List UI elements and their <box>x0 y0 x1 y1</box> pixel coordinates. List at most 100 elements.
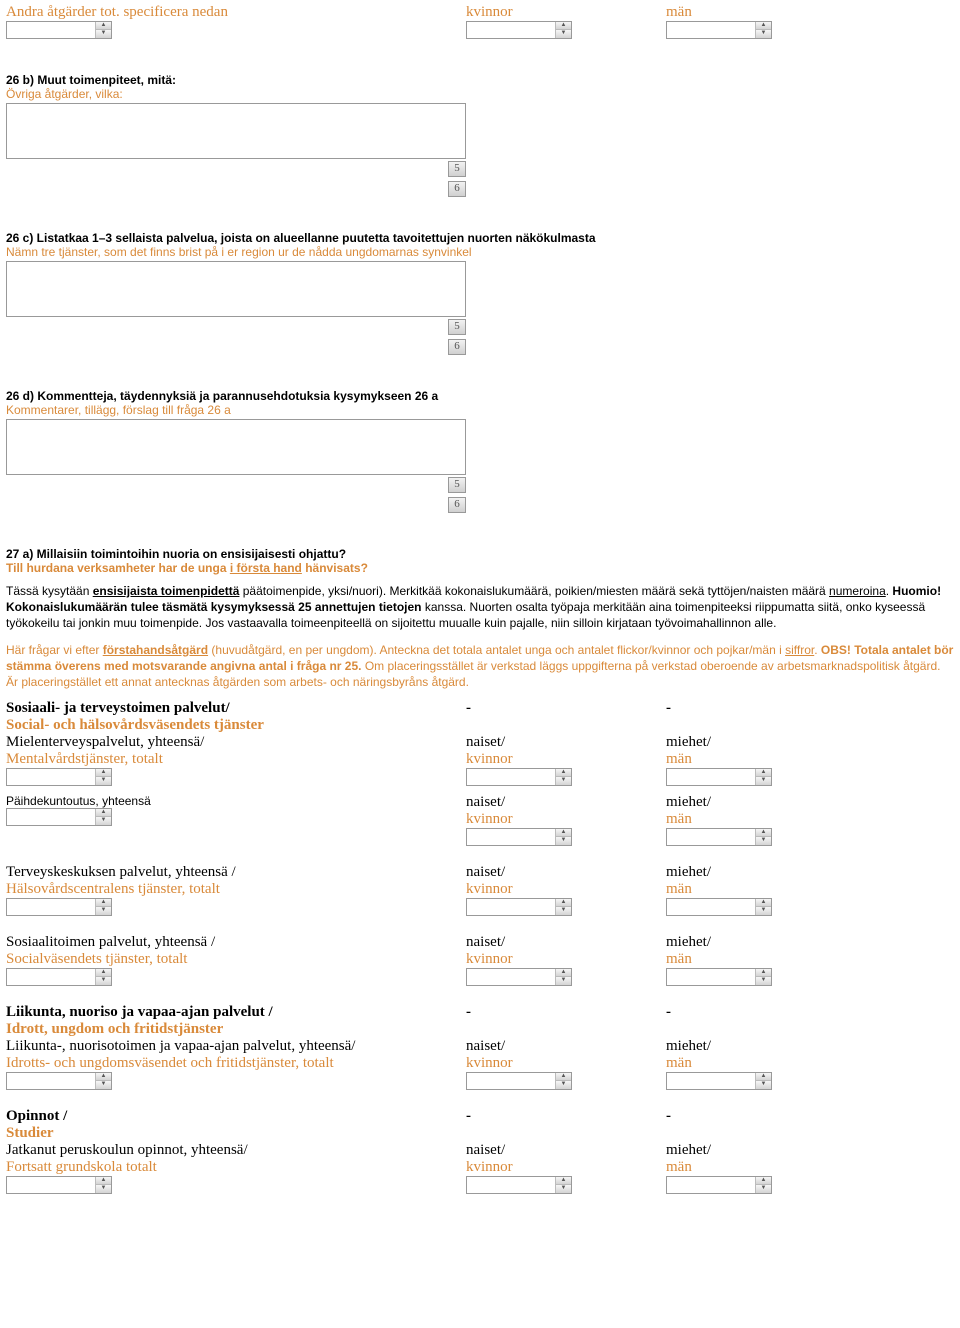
spin-down-icon[interactable]: ▼ <box>756 907 771 915</box>
r2-m-input[interactable] <box>667 829 755 845</box>
top-kvinnor-spinner[interactable]: ▲▼ <box>466 21 572 39</box>
spin-up-icon[interactable]: ▲ <box>556 899 571 907</box>
r1-m-input[interactable] <box>667 769 755 785</box>
r3-k-input[interactable] <box>467 899 555 915</box>
r1-m-spinner[interactable]: ▲▼ <box>666 768 772 786</box>
spin-down-icon[interactable]: ▼ <box>756 837 771 845</box>
top-total-input[interactable] <box>7 22 95 38</box>
r4-m-input[interactable] <box>667 969 755 985</box>
r6-k-input[interactable] <box>467 1177 555 1193</box>
sport-dash2: - <box>666 1004 866 1038</box>
spin-up-icon[interactable]: ▲ <box>756 22 771 30</box>
r5-m-spinner[interactable]: ▲▼ <box>666 1072 772 1090</box>
q26c-textarea[interactable] <box>6 261 466 317</box>
r4-total-input[interactable] <box>7 969 95 985</box>
spin-up-icon[interactable]: ▲ <box>96 899 111 907</box>
spin-up-icon[interactable]: ▲ <box>756 1073 771 1081</box>
q26b-textarea[interactable] <box>6 103 466 159</box>
q26b-up-button[interactable]: 5 <box>448 161 466 177</box>
q26d-textarea[interactable] <box>6 419 466 475</box>
r6-total-input[interactable] <box>7 1177 95 1193</box>
r6-sv: Fortsatt grundskola totalt <box>6 1159 157 1175</box>
r3-k-spinner[interactable]: ▲▼ <box>466 898 572 916</box>
top-kvinnor-input[interactable] <box>467 22 555 38</box>
spin-down-icon[interactable]: ▼ <box>756 777 771 785</box>
r3-total-spinner[interactable]: ▲▼ <box>6 898 112 916</box>
spin-down-icon[interactable]: ▼ <box>556 1081 571 1089</box>
r3-m-input[interactable] <box>667 899 755 915</box>
r6-m-spinner[interactable]: ▲▼ <box>666 1176 772 1194</box>
spin-down-icon[interactable]: ▼ <box>96 30 111 38</box>
r1-k-input[interactable] <box>467 769 555 785</box>
q26c-dn-button[interactable]: 6 <box>448 339 466 355</box>
q26b-dn-button[interactable]: 6 <box>448 181 466 197</box>
r4-k-input[interactable] <box>467 969 555 985</box>
spin-up-icon[interactable]: ▲ <box>756 1177 771 1185</box>
spin-up-icon[interactable]: ▲ <box>756 899 771 907</box>
spin-down-icon[interactable]: ▼ <box>96 977 111 985</box>
spin-down-icon[interactable]: ▼ <box>96 777 111 785</box>
spin-up-icon[interactable]: ▲ <box>96 1073 111 1081</box>
spin-down-icon[interactable]: ▼ <box>756 1185 771 1193</box>
spin-down-icon[interactable]: ▼ <box>96 1185 111 1193</box>
r6-m-input[interactable] <box>667 1177 755 1193</box>
r6-total-spinner[interactable]: ▲▼ <box>6 1176 112 1194</box>
r4-k-spinner[interactable]: ▲▼ <box>466 968 572 986</box>
spin-up-icon[interactable]: ▲ <box>96 809 111 817</box>
q26d-up-button[interactable]: 5 <box>448 477 466 493</box>
spin-down-icon[interactable]: ▼ <box>96 817 111 825</box>
spin-down-icon[interactable]: ▼ <box>756 1081 771 1089</box>
r1-k-spinner[interactable]: ▲▼ <box>466 768 572 786</box>
r5-total-input[interactable] <box>7 1073 95 1089</box>
spin-up-icon[interactable]: ▲ <box>96 1177 111 1185</box>
r1-total-spinner[interactable]: ▲▼ <box>6 768 112 786</box>
r4-total-spinner[interactable]: ▲▼ <box>6 968 112 986</box>
r5-k-spinner[interactable]: ▲▼ <box>466 1072 572 1090</box>
top-man-input[interactable] <box>667 22 755 38</box>
spin-up-icon[interactable]: ▲ <box>96 769 111 777</box>
top-man-spinner[interactable]: ▲▼ <box>666 21 772 39</box>
r3-total-input[interactable] <box>7 899 95 915</box>
spin-down-icon[interactable]: ▼ <box>756 977 771 985</box>
spin-down-icon[interactable]: ▼ <box>96 1081 111 1089</box>
spin-down-icon[interactable]: ▼ <box>96 907 111 915</box>
top-total-spinner[interactable]: ▲▼ <box>6 21 112 39</box>
r2-k-spinner[interactable]: ▲▼ <box>466 828 572 846</box>
spin-up-icon[interactable]: ▲ <box>556 1177 571 1185</box>
spin-up-icon[interactable]: ▲ <box>556 829 571 837</box>
spin-up-icon[interactable]: ▲ <box>556 769 571 777</box>
spin-up-icon[interactable]: ▲ <box>556 1073 571 1081</box>
spin-up-icon[interactable]: ▲ <box>96 969 111 977</box>
r2-total-input[interactable] <box>7 809 95 825</box>
spin-down-icon[interactable]: ▼ <box>556 30 571 38</box>
r1-total-input[interactable] <box>7 769 95 785</box>
r5-m-input[interactable] <box>667 1073 755 1089</box>
r2-k-input[interactable] <box>467 829 555 845</box>
r6-k-spinner[interactable]: ▲▼ <box>466 1176 572 1194</box>
spin-up-icon[interactable]: ▲ <box>756 769 771 777</box>
spin-down-icon[interactable]: ▼ <box>556 1185 571 1193</box>
p1-mid1: päätoimenpide, yksi/nuori). Merkitkää ko… <box>239 584 829 598</box>
spin-up-icon[interactable]: ▲ <box>756 969 771 977</box>
r2-m-spinner[interactable]: ▲▼ <box>666 828 772 846</box>
q26c-up-button[interactable]: 5 <box>448 319 466 335</box>
spin-down-icon[interactable]: ▼ <box>556 777 571 785</box>
r2-total-spinner[interactable]: ▲▼ <box>6 808 112 826</box>
spin-down-icon[interactable]: ▼ <box>556 907 571 915</box>
spin-down-icon[interactable]: ▼ <box>556 837 571 845</box>
spin-up-icon[interactable]: ▲ <box>556 22 571 30</box>
spin-down-icon[interactable]: ▼ <box>556 977 571 985</box>
r3-m-spinner[interactable]: ▲▼ <box>666 898 772 916</box>
r5-total-spinner[interactable]: ▲▼ <box>6 1072 112 1090</box>
spin-up-icon[interactable]: ▲ <box>96 22 111 30</box>
r6-miehet: miehet/ <box>666 1142 711 1158</box>
q26d-dn-button[interactable]: 6 <box>448 497 466 513</box>
r3-sv: Hälsovårdscentralens tjänster, totalt <box>6 881 220 897</box>
r4-sv: Socialväsendets tjänster, totalt <box>6 951 187 967</box>
spin-up-icon[interactable]: ▲ <box>756 829 771 837</box>
spin-down-icon[interactable]: ▼ <box>756 30 771 38</box>
spin-up-icon[interactable]: ▲ <box>556 969 571 977</box>
r5-k-input[interactable] <box>467 1073 555 1089</box>
r3-miehet: miehet/ <box>666 864 711 880</box>
r4-m-spinner[interactable]: ▲▼ <box>666 968 772 986</box>
